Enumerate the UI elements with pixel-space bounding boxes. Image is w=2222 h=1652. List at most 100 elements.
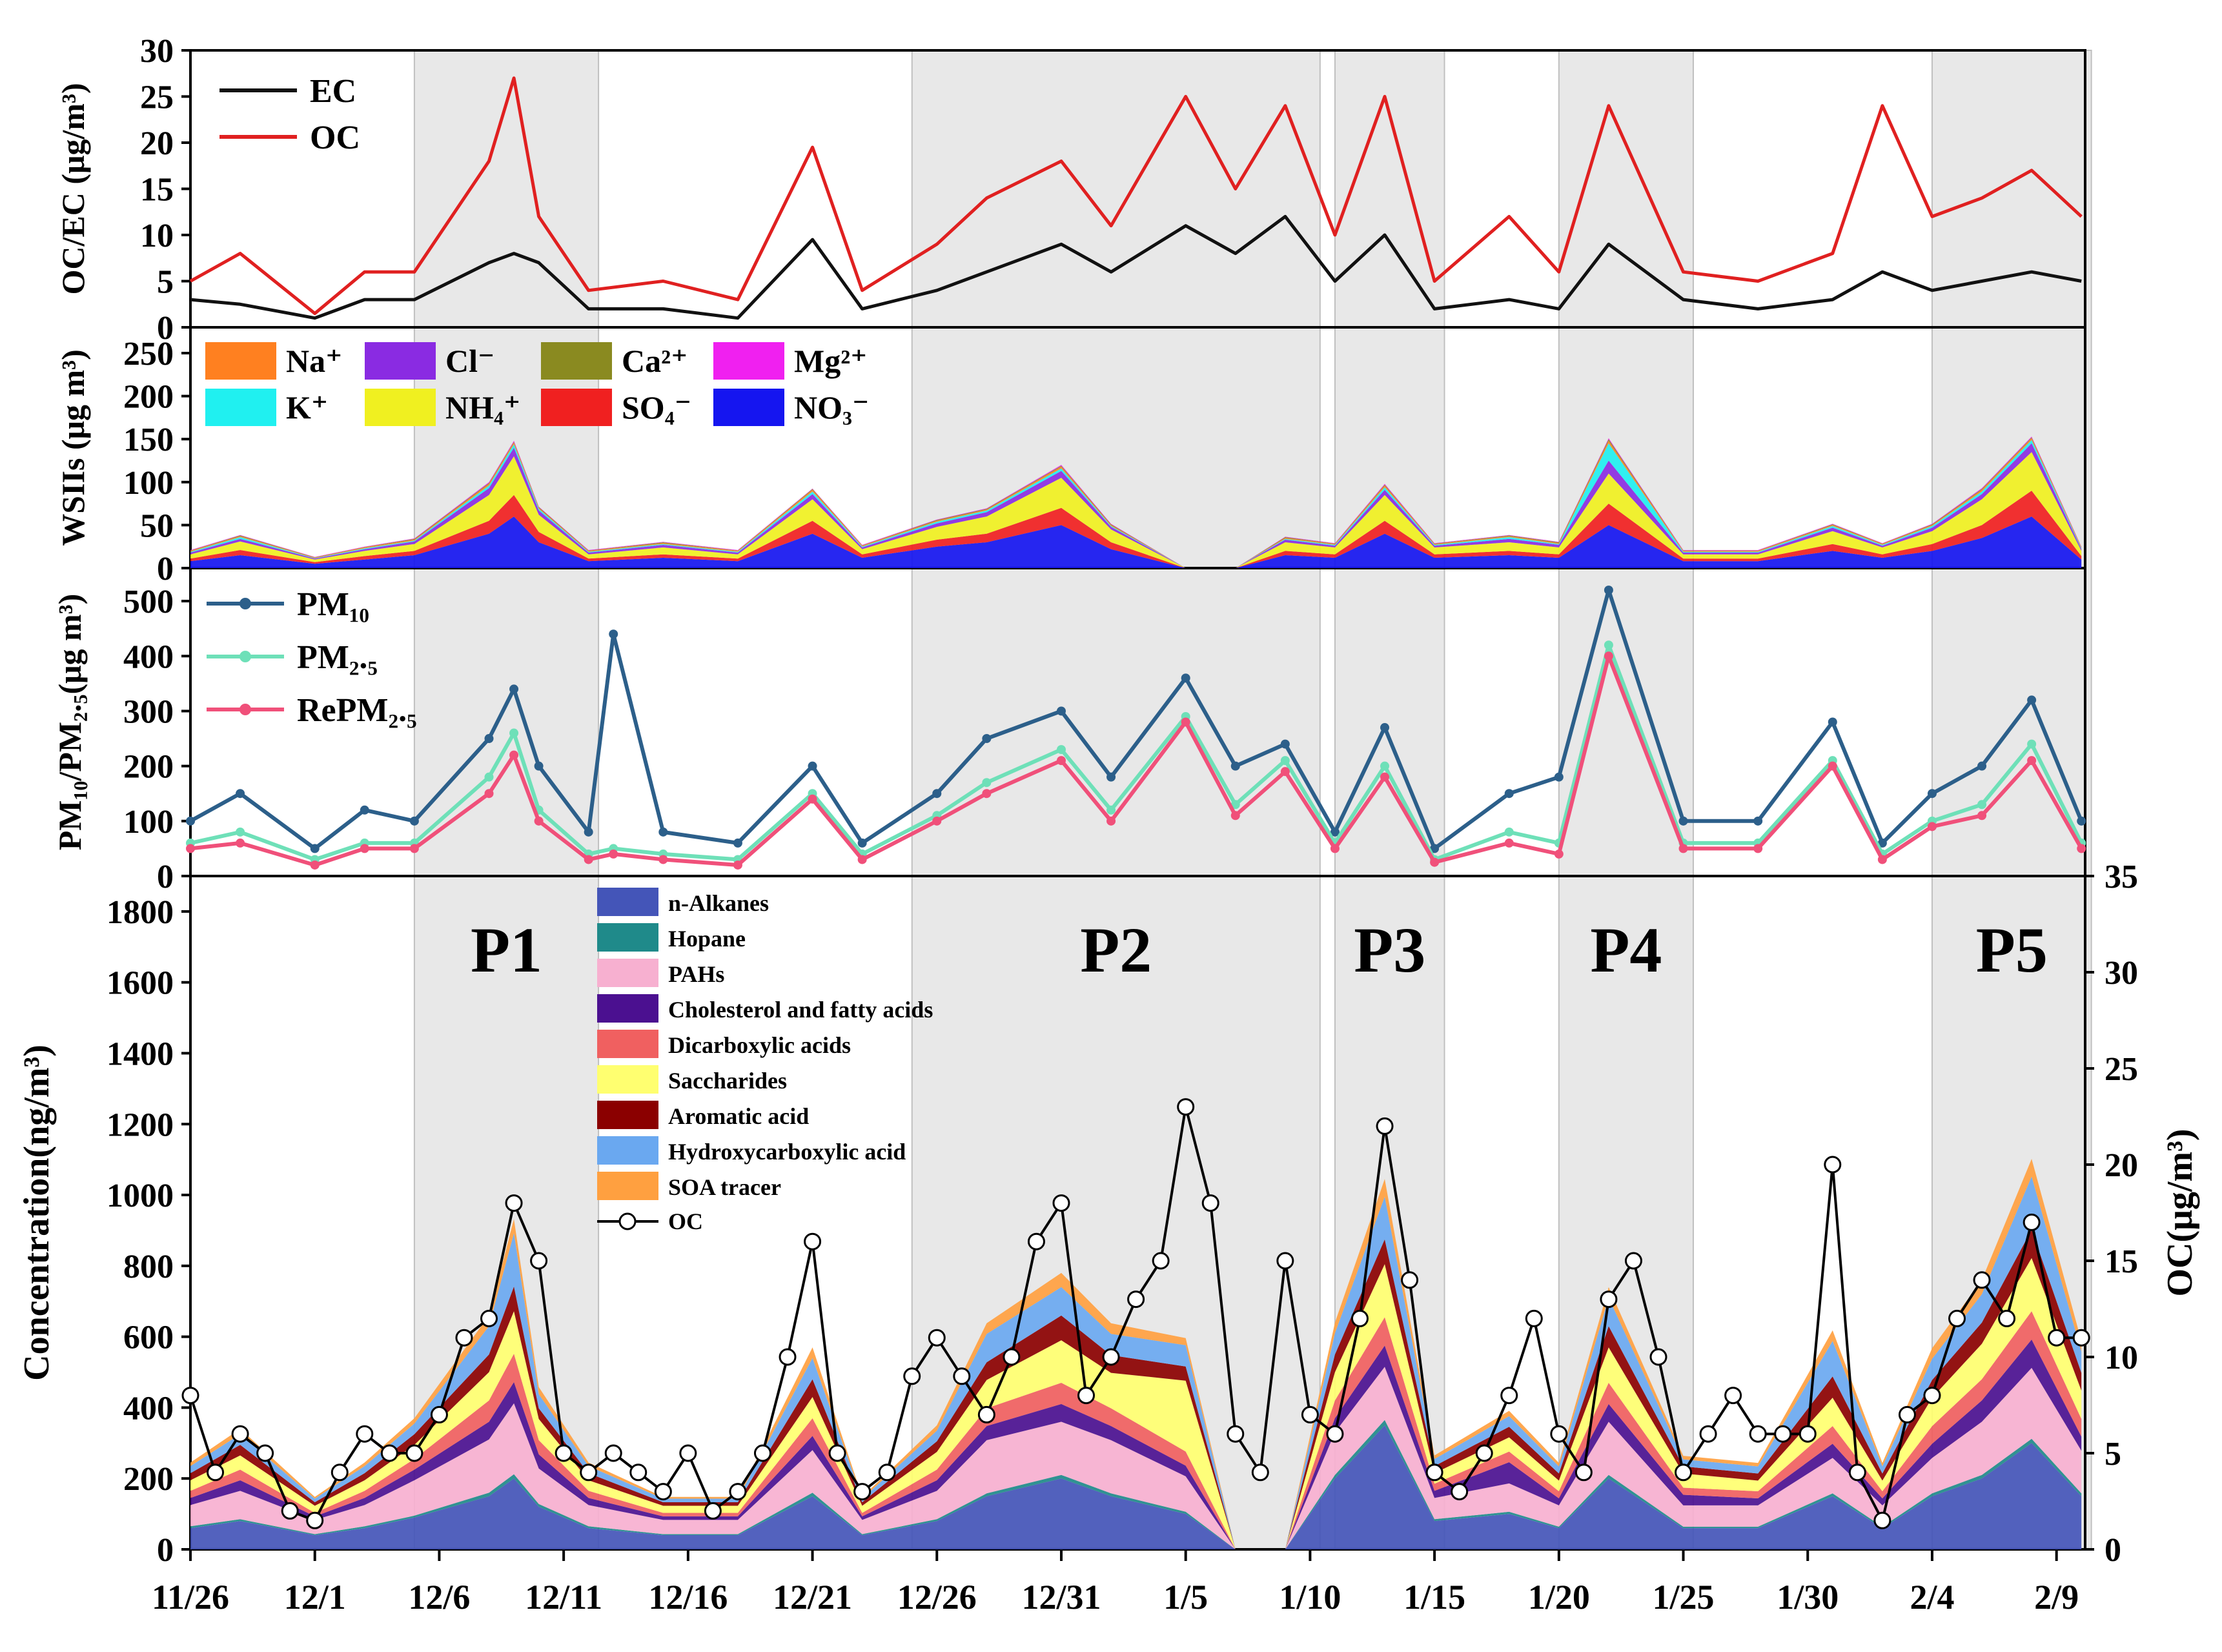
series-point-PM₁₀	[236, 789, 245, 799]
series-point-PM₁₀	[1753, 816, 1763, 826]
area-PAHs	[190, 1367, 2082, 1549]
series-point-OC	[231, 1425, 249, 1443]
series-point-OC	[1525, 1309, 1543, 1327]
y-tick-label: 600	[123, 1320, 174, 1356]
x-tick-label: 1/10	[1279, 1578, 1341, 1616]
series-point-OC	[281, 1502, 299, 1520]
series-point-OC	[977, 1405, 995, 1423]
legend-swatch-SOA tracer	[597, 1172, 658, 1200]
series-point-OC	[2023, 1213, 2041, 1231]
legend-label-Hydroxycarboxylic acid: Hydroxycarboxylic acid	[668, 1139, 906, 1165]
legend-swatch-Na⁺	[205, 342, 276, 380]
series-point-OC	[1848, 1463, 1866, 1482]
series-point-OC	[878, 1463, 896, 1482]
series-point-PM₂.₅	[484, 772, 494, 782]
series-point-OC	[405, 1444, 423, 1462]
legend-swatch-Aromatic acid	[597, 1101, 658, 1129]
x-tick-label: 1/5	[1163, 1578, 1208, 1616]
area-n-Alkanes	[190, 1425, 2082, 1549]
x-tick-label: 1/15	[1403, 1578, 1465, 1616]
series-point-PM₁₀	[1927, 789, 1937, 799]
x-tick-label: 2/9	[2034, 1578, 2079, 1616]
legend-label-Na⁺: Na⁺	[286, 343, 343, 379]
series-point-RePM₂.₅	[186, 844, 195, 853]
legend-label-NO₃⁻: NO₃⁻	[794, 389, 869, 425]
legend-label-Cholesterol and fatty acids: Cholesterol and fatty acids	[668, 997, 933, 1023]
y-tick-label: 30	[140, 33, 174, 70]
area-SO₄⁻	[190, 491, 2082, 568]
x-tick-label: 12/21	[773, 1578, 852, 1616]
x-tick-label: 12/26	[897, 1578, 977, 1616]
series-point-PM₁₀	[360, 805, 369, 815]
series-point-RePM₂.₅	[1280, 767, 1290, 777]
y-tick-label: 20	[2105, 1147, 2138, 1184]
series-point-OC	[306, 1511, 324, 1529]
series-point-PM₁₀	[857, 838, 867, 848]
series-point-PM₁₀	[932, 789, 942, 799]
y-tick-label: 5	[157, 264, 174, 301]
x-tick-label: 12/6	[408, 1578, 470, 1616]
legend-label-Cl⁻: Cl⁻	[445, 343, 494, 379]
legend-label-PM₁₀: PM₁₀	[297, 586, 369, 623]
y-tick-label: 800	[123, 1249, 174, 1285]
y-tick-label: 1000	[107, 1178, 174, 1214]
series-point-PM₁₀	[733, 838, 742, 848]
x-tick-label: 1/30	[1777, 1578, 1839, 1616]
legend-swatch-Dicarboxylic acids	[597, 1030, 658, 1058]
y-tick-label: 150	[123, 422, 174, 458]
series-point-OC	[1624, 1252, 1642, 1270]
y-axis-label-wsiis: WSIIs (μg m³)	[55, 349, 91, 546]
y-tick-label: 100	[123, 465, 174, 502]
y-tick-label: 200	[123, 1461, 174, 1498]
legend-marker-OC	[618, 1212, 637, 1230]
series-point-OC	[1251, 1463, 1269, 1482]
series-point-OC	[1575, 1463, 1593, 1482]
series-point-PM₁₀	[609, 629, 618, 639]
series-point-PM₁₀	[310, 844, 320, 853]
legend-label-SO₄⁻: SO₄⁻	[622, 389, 691, 425]
y-tick-label: 0	[157, 551, 174, 587]
series-point-OC	[181, 1387, 199, 1405]
series-point-OC	[430, 1405, 448, 1423]
series-point-RePM₂.₅	[2027, 756, 2037, 766]
legend-label-Mg²⁺: Mg²⁺	[794, 343, 868, 379]
series-point-PM₁₀	[1828, 717, 1837, 727]
series-point-PM₁₀	[1106, 772, 1116, 782]
series-point-PM₁₀	[1280, 739, 1290, 749]
series-point-PM₁₀	[2077, 816, 2086, 826]
series-point-OC	[729, 1483, 747, 1501]
series-point-PM₁₀	[509, 684, 519, 694]
legend-swatch-Saccharides	[597, 1065, 658, 1094]
series-point-PM₂.₅	[1504, 827, 1514, 837]
series-line-OC	[189, 76, 2083, 316]
series-point-PM₁₀	[534, 761, 544, 771]
series-point-OC	[1351, 1309, 1369, 1327]
series-point-OC	[1276, 1252, 1294, 1270]
series-point-OC	[380, 1444, 398, 1462]
series-point-OC	[1649, 1348, 1667, 1366]
area-NO₃⁻	[190, 516, 2082, 568]
legend-label-PM₂.₅: PM₂.₅	[297, 639, 378, 676]
legend-swatch-SO₄⁻	[541, 389, 612, 426]
series-point-PM₂.₅	[982, 778, 992, 788]
series-point-PM₁₀	[409, 816, 419, 826]
series-point-RePM₂.₅	[484, 789, 494, 799]
series-point-RePM₂.₅	[1430, 857, 1440, 867]
y-tick-label: 1200	[107, 1106, 174, 1143]
series-point-OC	[331, 1463, 349, 1482]
series-point-OC	[1376, 1117, 1394, 1135]
series-point-OC	[1675, 1463, 1693, 1482]
series-point-PM₁₀	[1877, 838, 1887, 848]
series-point-OC	[704, 1502, 722, 1520]
period-label-P3: P3	[1354, 914, 1425, 986]
series-point-OC	[828, 1444, 846, 1462]
series-point-OC	[1550, 1425, 1568, 1443]
y-tick-label: 1800	[107, 894, 174, 931]
series-point-OC	[804, 1232, 822, 1250]
period-label-P2: P2	[1080, 914, 1152, 986]
series-point-RePM₂.₅	[1056, 756, 1066, 766]
series-point-PM₁₀	[1554, 772, 1564, 782]
y-tick-label: 400	[123, 1390, 174, 1427]
series-point-PM₁₀	[1181, 673, 1190, 683]
series-point-RePM₂.₅	[1678, 844, 1688, 853]
